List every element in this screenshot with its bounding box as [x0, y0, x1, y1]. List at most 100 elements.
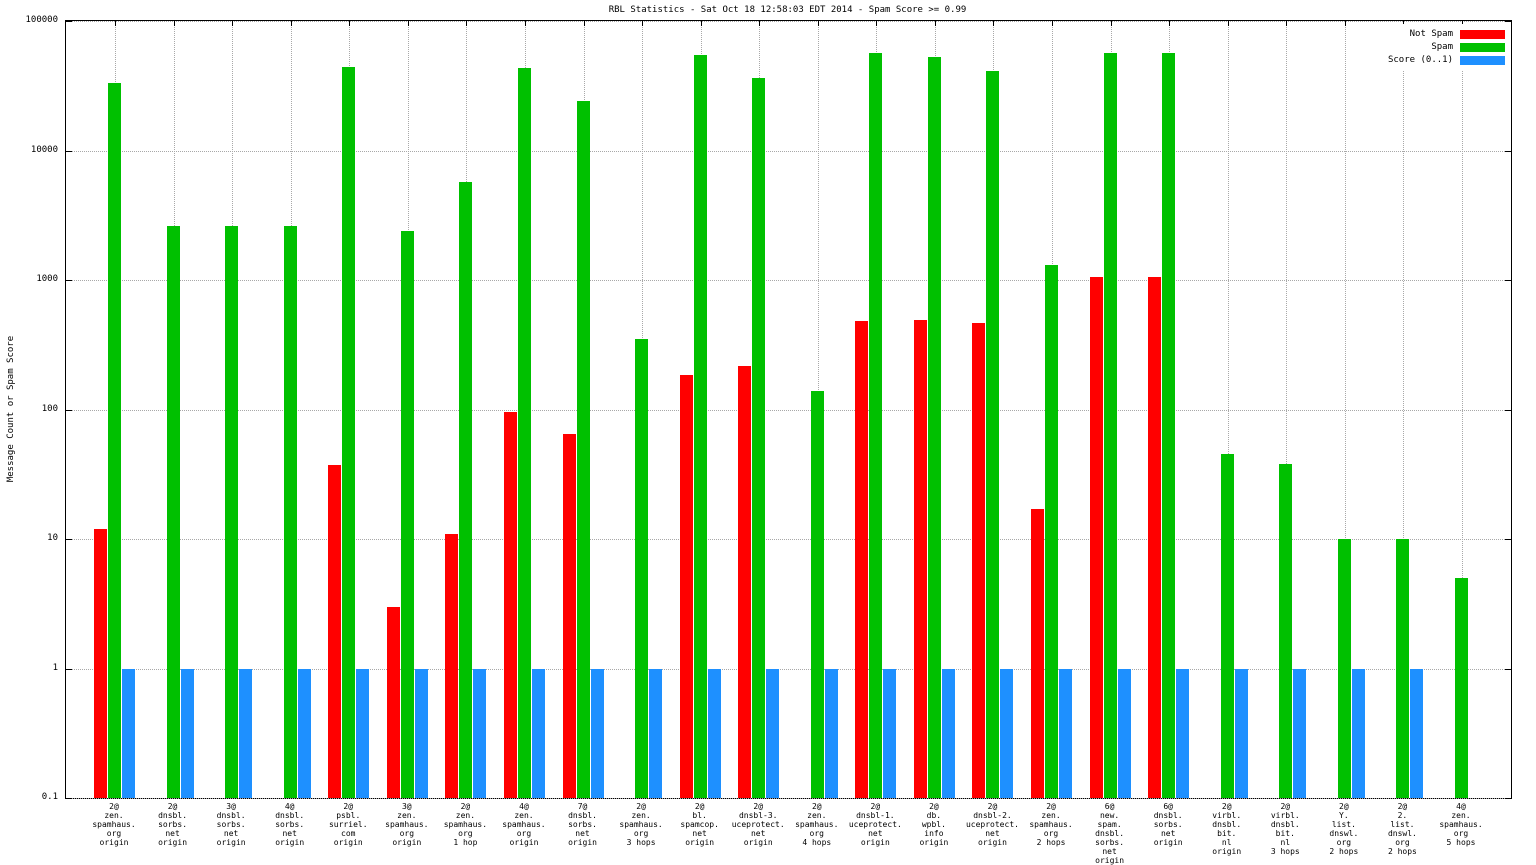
x-axis-category-labels: 2@ zen. spamhaus. org origin 2@ dnsbl. so…	[65, 802, 1510, 865]
bar-score-0-1	[707, 668, 721, 798]
bar-score-0-1	[1176, 668, 1190, 798]
bar-not-spam	[328, 465, 342, 798]
x-category-label: 3@ zen. spamhaus. org origin	[385, 802, 429, 847]
x-category-label: 6@ dnsbl. sorbs. net origin	[1153, 802, 1183, 847]
bar-score-0-1	[1410, 668, 1424, 798]
x-category-label: 2@ dnsbl. sorbs. net origin	[158, 802, 188, 847]
x-axis-tick-mark	[466, 21, 468, 26]
legend-item-spam: Spam	[1388, 42, 1505, 52]
bar-score-0-1	[941, 668, 955, 798]
plot-area: Not Spam Spam Score (0..1)	[65, 20, 1512, 799]
gridline-vertical	[1227, 21, 1229, 798]
y-axis-tick-mark	[66, 539, 72, 540]
bar-spam	[1103, 52, 1117, 798]
gridline-horizontal	[66, 798, 1511, 799]
bar-spam	[1220, 454, 1234, 798]
x-category-label: 2@ dnsbl-3. uceprotect. net origin	[731, 802, 785, 847]
y-tick-label: 10	[47, 533, 58, 543]
spam-swatch	[1460, 42, 1505, 52]
x-axis-tick-mark	[817, 21, 819, 26]
bar-spam	[400, 230, 414, 798]
gridline-horizontal	[66, 539, 1511, 540]
gridline-vertical	[1344, 21, 1346, 798]
x-category-label: 2@ virbl. dnsbl. bit. nl origin	[1212, 802, 1242, 856]
gridline-vertical	[1286, 21, 1288, 798]
y-tick-label: 0.1	[41, 792, 58, 802]
bar-not-spam	[1031, 509, 1045, 798]
bar-spam	[576, 101, 590, 798]
x-axis-tick-mark	[115, 21, 116, 26]
legend-label: Not Spam	[1409, 29, 1453, 39]
bar-score-0-1	[1117, 668, 1131, 798]
x-axis-tick-mark	[993, 21, 995, 26]
legend-item-not-spam: Not Spam	[1388, 29, 1505, 39]
bar-spam	[986, 71, 1000, 798]
y-axis-tick-mark	[66, 798, 72, 799]
bar-score-0-1	[414, 668, 428, 798]
x-axis-tick-mark	[1169, 21, 1171, 26]
y-axis-tick-mark	[66, 280, 72, 281]
bar-spam	[459, 182, 473, 798]
legend: Not Spam Spam Score (0..1)	[1381, 24, 1507, 70]
y-axis-tick-mark	[1505, 280, 1511, 281]
y-axis-tick-mark	[66, 668, 72, 670]
bar-score-0-1	[590, 668, 604, 798]
x-category-label: 4@ zen. spamhaus. org origin	[502, 802, 546, 847]
bar-spam	[517, 68, 531, 798]
bar-score-0-1	[239, 668, 253, 798]
y-axis-tick-mark	[66, 150, 72, 152]
x-axis-tick-mark	[232, 21, 234, 26]
x-category-label: 2@ dnsbl-2. uceprotect. net origin	[965, 802, 1019, 847]
bar-score-0-1	[180, 668, 194, 798]
bar-spam	[927, 56, 941, 798]
x-category-label: 2@ zen. spamhaus. org 2 hops	[1029, 802, 1073, 847]
y-tick-label: 1000	[36, 274, 58, 284]
x-axis-tick-mark	[290, 21, 292, 26]
y-axis-tick-mark	[66, 21, 72, 22]
chart-title: RBL Statistics - Sat Oct 18 12:58:03 EDT…	[608, 5, 967, 15]
bar-not-spam	[562, 433, 576, 798]
x-axis-tick-mark	[1344, 21, 1346, 26]
bar-spam	[108, 83, 121, 798]
x-category-label: 2@ zen. spamhaus. org 4 hops	[795, 802, 839, 847]
bar-spam	[342, 67, 356, 798]
x-axis-tick-mark	[173, 21, 175, 26]
legend-label: Spam	[1431, 42, 1453, 52]
bar-score-0-1	[122, 668, 135, 798]
x-axis-tick-mark	[1286, 21, 1288, 26]
x-category-label: 2@ zen. spamhaus. org origin	[92, 802, 136, 847]
gridline-horizontal	[66, 280, 1511, 281]
bar-not-spam	[1089, 277, 1103, 798]
x-category-label: 2@ zen. spamhaus. org 1 hop	[443, 802, 488, 847]
bar-spam	[1279, 463, 1293, 798]
y-tick-label: 1	[52, 662, 58, 673]
bar-score-0-1	[883, 668, 897, 798]
bar-not-spam	[94, 528, 107, 798]
x-axis-tick-mark	[1227, 21, 1229, 26]
gridline-horizontal	[66, 21, 1511, 22]
y-tick-label: 10000	[30, 144, 58, 155]
score-0-1-swatch	[1460, 55, 1505, 65]
bar-score-0-1	[649, 668, 663, 798]
y-axis-tick-mark	[1505, 150, 1511, 152]
x-axis-tick-mark	[1052, 21, 1054, 26]
legend-item-score-0-1: Score (0..1)	[1388, 55, 1505, 65]
legend-label: Score (0..1)	[1387, 55, 1453, 65]
bar-spam	[1396, 539, 1410, 798]
x-axis-tick-mark	[1110, 21, 1112, 26]
x-category-label: 7@ dnsbl. sorbs. net origin	[568, 802, 597, 847]
x-category-label: 2@ 2. list. dnswl. org 2 hops	[1387, 802, 1417, 856]
gridline-horizontal	[66, 668, 1511, 670]
bar-spam	[166, 226, 180, 798]
x-category-label: 2@ zen. spamhaus. org 3 hops	[619, 802, 663, 847]
gridline-vertical	[1403, 21, 1405, 798]
y-axis-tick-mark	[1505, 409, 1511, 411]
x-category-label: 4@ zen. spamhaus. org 5 hops	[1439, 802, 1483, 847]
bar-spam	[283, 226, 297, 798]
bar-not-spam	[445, 533, 459, 798]
bar-score-0-1	[766, 668, 780, 798]
x-axis-tick-mark	[934, 21, 936, 26]
bar-score-0-1	[356, 668, 370, 798]
y-axis-tick-labels: 0.1 1 10 100 1000 10000 100000	[0, 15, 58, 802]
x-axis-tick-mark	[407, 21, 409, 26]
